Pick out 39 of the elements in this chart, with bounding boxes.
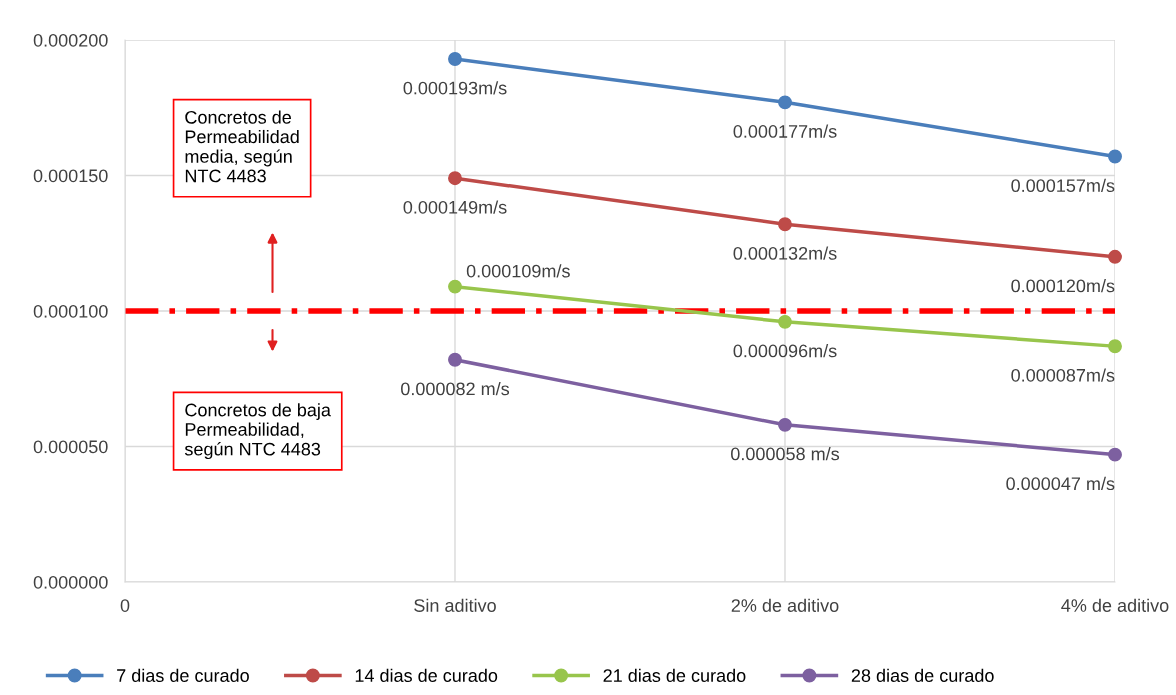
legend-label: 21 dias de curado <box>603 668 746 682</box>
data-label: 0.000149m/s <box>403 200 507 214</box>
data-label: 0.000096m/s <box>733 344 837 358</box>
y-tick-label: 0.000150 <box>33 169 108 183</box>
data-label: 0.000109m/s <box>466 264 570 278</box>
y-tick-label: 0.000000 <box>33 575 108 589</box>
data-label: 0.000193m/s <box>403 81 507 95</box>
y-tick-label: 0.000050 <box>33 440 108 454</box>
point <box>1108 249 1122 264</box>
data-label: 0.000082 m/s <box>401 382 510 396</box>
data-label: 0.000087m/s <box>1011 368 1115 382</box>
point <box>1108 447 1122 462</box>
x-tick-label: Sin aditivo <box>414 598 496 612</box>
y-tick-label: 0.000200 <box>33 33 108 47</box>
y-tick-label: 0.000100 <box>33 304 108 318</box>
point <box>778 217 792 232</box>
data-label: 0.000058 m/s <box>731 447 840 461</box>
data-label: 0.000132m/s <box>733 246 837 260</box>
annotation: Concretos de baja Permeabilidad, según NTC 4483 <box>184 403 331 460</box>
data-label: 0.000120m/s <box>1011 279 1115 293</box>
x-tick-label: 2% de aditivo <box>731 598 839 612</box>
point <box>778 417 792 432</box>
x-tick-label: 4% de aditivo <box>1061 598 1169 612</box>
data-label: 0.000177m/s <box>733 124 837 138</box>
x-tick-label: 0 <box>120 599 130 612</box>
point <box>448 352 462 367</box>
data-label: 0.000047 m/s <box>1006 476 1115 491</box>
data-label: 0.000157m/s <box>1011 178 1115 193</box>
point <box>448 171 462 186</box>
point <box>778 314 792 329</box>
legend-label: 14 dias de curado <box>355 668 498 682</box>
point <box>778 95 792 110</box>
point <box>448 52 462 66</box>
point <box>448 279 462 294</box>
point <box>1108 149 1122 164</box>
legend-label: 7 dias de curado <box>117 668 249 682</box>
annotation: Concretos de Permeabilidad media, según NTC 4483 <box>185 110 299 183</box>
legend-label: 28 dias de curado <box>851 668 994 682</box>
point <box>1108 339 1122 354</box>
